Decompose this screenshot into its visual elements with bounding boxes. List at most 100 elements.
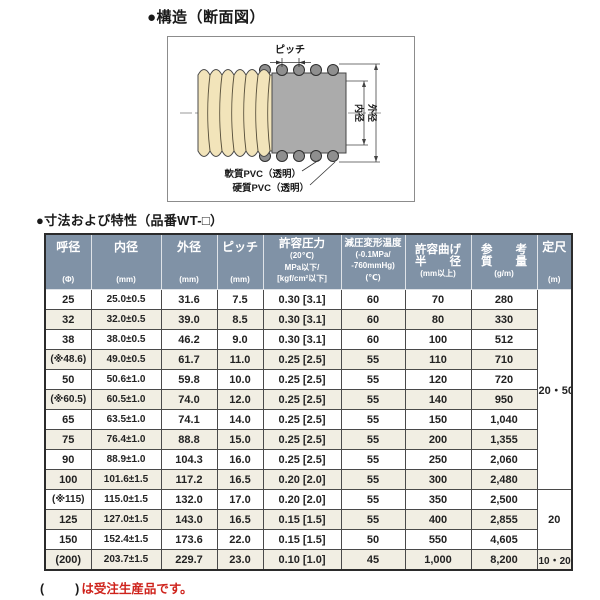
header-unit: (Φ) — [62, 275, 75, 285]
header-label: 参 考 — [481, 243, 527, 256]
table-row: (200) 203.7±1.5 229.7 23.0 0.10 [1.0] 45 1,000… — [44, 549, 573, 571]
cell: 46.2 — [160, 329, 218, 350]
cell: 25 — [44, 289, 92, 310]
cell: 55 — [340, 509, 406, 530]
header-unit: -760mmHg) — [351, 261, 395, 271]
cell: 0.25 [2.5] — [262, 409, 342, 430]
cell: 125 — [44, 509, 92, 530]
col-header-inner-diameter: 内径 (mm) — [90, 233, 162, 290]
cell: 0.20 [2.0] — [262, 469, 342, 490]
table-row: 90 88.9±1.0 104.3 16.0 0.25 [2.5] 55 250 2,060 — [44, 449, 572, 470]
cell: 2,060 — [470, 449, 538, 470]
cell: 127.0±1.5 — [90, 509, 162, 530]
cell: 55 — [340, 349, 406, 370]
cell: 39.0 — [160, 309, 218, 330]
cell: 38.0±0.5 — [90, 329, 162, 350]
cell: 55 — [340, 409, 406, 430]
hose-diagram-svg: ピッチ 内径 外径 軟質PVC（透明） 硬質PVC（透明） — [180, 44, 382, 194]
cell: 65 — [44, 409, 92, 430]
cell: 0.25 [2.5] — [262, 369, 342, 390]
structure-section-title: ●構造（断面図） — [147, 9, 266, 26]
cell: 22.0 — [216, 529, 264, 550]
cell: 32.0±0.5 — [90, 309, 162, 330]
header-label: ピッチ — [221, 240, 258, 254]
cell: 720 — [470, 369, 538, 390]
cell: 1,000 — [404, 549, 472, 571]
cell: 50 — [44, 369, 92, 390]
col-header-outer-diameter: 外径 (mm) — [160, 233, 218, 290]
cell: 10.0 — [216, 369, 264, 390]
header-unit: (mm以上) — [420, 268, 456, 278]
cell: 200 — [404, 429, 472, 450]
made-to-order-note: ( )は受注生産品です。 — [40, 578, 193, 597]
cell: 38 — [44, 329, 92, 350]
header-label: 質 量 — [481, 256, 527, 269]
cell: 90 — [44, 449, 92, 470]
header-unit: [kgf/cm²以下] — [277, 274, 327, 284]
cell: 88.9±1.0 — [90, 449, 162, 470]
cell: 1,355 — [470, 429, 538, 450]
cell: 120 — [404, 369, 472, 390]
cell: 100 — [404, 329, 472, 350]
cell: 101.6±1.5 — [90, 469, 162, 490]
header-unit: (m) — [548, 275, 561, 285]
cell: 330 — [470, 309, 538, 330]
table-row: 75 76.4±1.0 88.8 15.0 0.25 [2.5] 55 200 1,355 — [44, 429, 572, 450]
note-text: は受注生産品です。 — [81, 582, 193, 596]
cell: 25.0±0.5 — [90, 289, 162, 310]
outer-diameter-arrowheads — [374, 64, 378, 162]
pitch-arrowheads — [276, 60, 305, 65]
cell: 17.0 — [216, 489, 264, 510]
cell: 23.0 — [216, 549, 264, 571]
cell: 132.0 — [160, 489, 218, 510]
inner-diameter-dimension — [346, 80, 368, 146]
hard-pvc-label: 硬質PVC（透明） — [232, 182, 309, 194]
header-unit: (-0.1MPa/ — [355, 249, 391, 259]
cell: 110 — [404, 349, 472, 370]
header-unit: (mm) — [230, 275, 250, 285]
cell: 0.15 [1.5] — [262, 509, 342, 530]
cell: 0.15 [1.5] — [262, 529, 342, 550]
cell: 150 — [404, 409, 472, 430]
cell: 0.25 [2.5] — [262, 449, 342, 470]
cell: (200) — [44, 549, 92, 571]
cell: 15.0 — [216, 429, 264, 450]
cell: 60.5±1.0 — [90, 389, 162, 410]
cell: 2,500 — [470, 489, 538, 510]
cell: 350 — [404, 489, 472, 510]
cell: (※60.5) — [44, 389, 92, 410]
cell: 12.0 — [216, 389, 264, 410]
header-unit: (mm) — [179, 275, 199, 285]
soft-pvc-label: 軟質PVC（透明） — [224, 168, 301, 180]
cell: 512 — [470, 329, 538, 350]
header-label: 許容圧力 — [279, 238, 325, 251]
cell: 55 — [340, 429, 406, 450]
cell: 0.25 [2.5] — [262, 429, 342, 450]
spec-section-title: ●寸法および特性（品番WT-□） — [36, 213, 224, 228]
cell: 8,200 — [470, 549, 538, 571]
cell: 88.8 — [160, 429, 218, 450]
col-header-vacuum-deformation-temp: 減圧変形温度 (-0.1MPa/ -760mmHg) (℃) — [340, 233, 406, 290]
col-header-bend-radius: 許容曲げ半 径 (mm以上) — [404, 233, 472, 290]
table-row: 100 101.6±1.5 117.2 16.5 0.20 [2.0] 55 300 2,48… — [44, 469, 572, 490]
cell: 143.0 — [160, 509, 218, 530]
cell: 0.30 [3.1] — [262, 289, 342, 310]
header-label: 半 径 — [415, 256, 461, 269]
cell: 14.0 — [216, 409, 264, 430]
cell: 0.25 [2.5] — [262, 389, 342, 410]
corrugation-grooves — [207, 74, 271, 152]
cell: 60 — [340, 309, 406, 330]
header-unit: (mm) — [116, 275, 136, 285]
cell: 104.3 — [160, 449, 218, 470]
cell: 74.1 — [160, 409, 218, 430]
cell: 950 — [470, 389, 538, 410]
cell: 31.6 — [160, 289, 218, 310]
standard-length-cell: 20・50 — [536, 289, 573, 490]
cell: 55 — [340, 449, 406, 470]
cell: 0.30 [3.1] — [262, 329, 342, 350]
inner-diameter-label: 内径 — [354, 104, 365, 122]
table-row: 32 32.0±0.5 39.0 8.5 0.30 [3.1] 60 80 330 — [44, 309, 572, 330]
header-unit: (g/m) — [494, 268, 514, 278]
cell: 2,855 — [470, 509, 538, 530]
cell: 8.5 — [216, 309, 264, 330]
